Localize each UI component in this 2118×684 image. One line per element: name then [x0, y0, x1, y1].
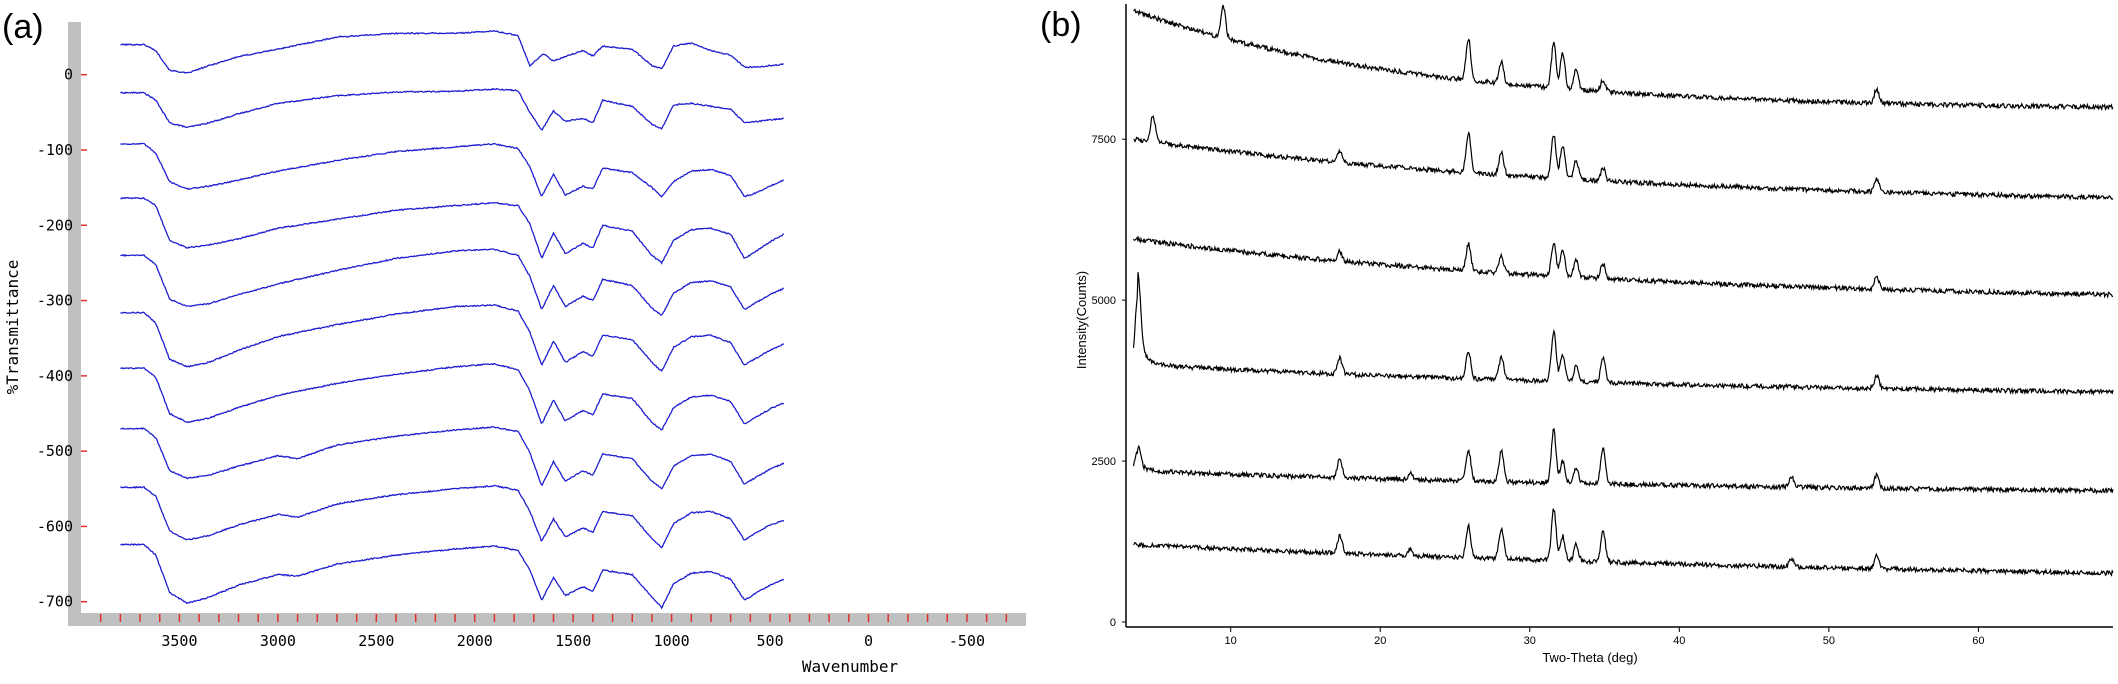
- xrd-pattern-line: [1133, 115, 2114, 201]
- y-tick-label: 7500: [1092, 134, 1116, 146]
- ftir-spectrum-line: [120, 363, 785, 431]
- x-tick-label: 3000: [260, 632, 296, 650]
- y-tick-label: -200: [37, 216, 73, 234]
- ftir-panel: (a) 0 -100 -200 -300 -400 -500 -600 -700 3500 30…: [2, 8, 1026, 676]
- x-tick-label: 1500: [555, 632, 591, 650]
- ftir-spectrum-line: [120, 543, 785, 610]
- y-axis-frame: [68, 22, 81, 626]
- x-tick-label: 3500: [161, 632, 197, 650]
- x-tick-label: 30: [1524, 635, 1536, 647]
- y-axis-title: %Transmittance: [3, 260, 22, 395]
- x-tick-label: 1000: [654, 632, 690, 650]
- ftir-spectrum-line: [120, 484, 785, 549]
- xrd-panel: (b) 0 2500 5000 7500 10 20 30 40 50 60 Two-Theta…: [1040, 4, 2114, 665]
- x-tick-labels: 3500 3000 2500 2000 1500 1000 500 0 -500: [161, 632, 985, 650]
- y-tick-labels: 0 2500 5000 7500: [1092, 134, 1126, 629]
- y-tick-label: -500: [37, 442, 73, 460]
- x-tick-label: 50: [1823, 635, 1835, 647]
- y-tick-label: -300: [37, 292, 73, 310]
- ftir-spectra: [119, 29, 785, 610]
- xrd-pattern-line: [1133, 4, 2114, 112]
- x-tick-label: 2500: [358, 632, 394, 650]
- x-tick-label: 40: [1673, 635, 1685, 647]
- ftir-spectrum-line: [119, 87, 784, 131]
- xrd-pattern-line: [1132, 272, 2114, 397]
- x-tick-label: 500: [757, 632, 784, 650]
- x-tick-label: 20: [1374, 635, 1386, 647]
- y-axis-title: Intensity(Counts): [1074, 271, 1089, 369]
- x-tick-label: 2000: [457, 632, 493, 650]
- x-tick-label: 10: [1225, 635, 1237, 647]
- y-tick-labels: 0 -100 -200 -300 -400 -500 -600 -700: [37, 66, 87, 611]
- y-tick-label: 5000: [1092, 295, 1116, 307]
- ftir-spectrum-line: [120, 29, 784, 74]
- x-tick-label: 0: [864, 632, 873, 650]
- x-tick-label: 60: [1972, 635, 1984, 647]
- y-tick-label: 2500: [1092, 456, 1116, 468]
- xrd-pattern-line: [1132, 235, 2114, 299]
- y-tick-label: 0: [1110, 617, 1116, 629]
- x-minor-ticks: [99, 614, 1008, 622]
- y-tick-label: 0: [64, 66, 73, 84]
- ftir-spectrum-line: [120, 304, 784, 373]
- y-tick-label: -700: [37, 593, 73, 611]
- x-tick-label: -500: [949, 632, 985, 650]
- xrd-pattern-line: [1133, 508, 2114, 577]
- y-tick-label: -400: [37, 367, 73, 385]
- y-tick-label: -600: [37, 517, 73, 535]
- xrd-patterns: [1132, 4, 2114, 577]
- ftir-spectrum-line: [120, 248, 784, 316]
- panel-b-label: (b): [1040, 6, 1082, 44]
- y-tick-label: -100: [37, 141, 73, 159]
- ftir-spectrum-line: [120, 142, 785, 198]
- xrd-pattern-line: [1132, 427, 2114, 495]
- x-tick-labels: 10 20 30 40 50 60: [1225, 627, 1985, 647]
- x-axis-frame: [68, 613, 1026, 626]
- panel-a-label: (a): [2, 8, 44, 46]
- ftir-spectrum-line: [120, 196, 785, 265]
- x-axis-title: Wavenumber: [802, 657, 899, 676]
- x-axis-title: Two-Theta (deg): [1542, 650, 1637, 665]
- ftir-spectrum-line: [120, 425, 785, 490]
